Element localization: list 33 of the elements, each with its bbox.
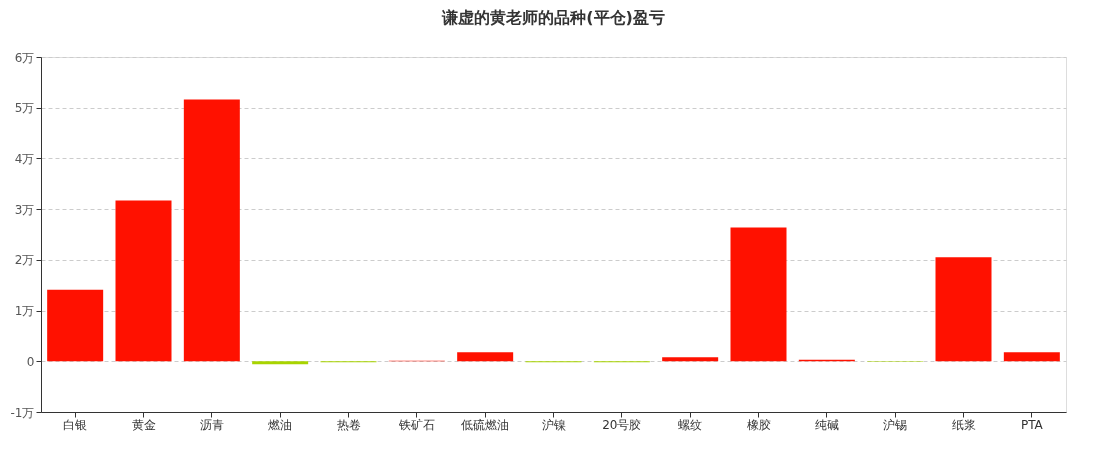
x-tick-label: 20号胶 bbox=[602, 417, 642, 432]
y-tick-label: -1万 bbox=[10, 405, 35, 420]
bar bbox=[457, 352, 514, 362]
bar bbox=[183, 99, 240, 362]
bar bbox=[662, 357, 719, 362]
y-tick-label: 0 bbox=[26, 354, 35, 369]
bar bbox=[935, 257, 992, 362]
x-tick-label: 热卷 bbox=[336, 417, 361, 432]
x-tick-label: 白银 bbox=[63, 417, 88, 432]
x-tick-label: 橡胶 bbox=[746, 417, 771, 432]
bar bbox=[1003, 352, 1060, 362]
x-tick-label: 黄金 bbox=[131, 417, 156, 432]
chart-title: 谦虚的黄老师的品种(平仓)盈亏 bbox=[441, 8, 665, 27]
y-tick-label: 4万 bbox=[14, 151, 35, 166]
y-tick-label: 1万 bbox=[14, 304, 35, 319]
x-tick-label: 螺纹 bbox=[678, 417, 703, 432]
x-tick-label: 低硫燃油 bbox=[461, 417, 510, 432]
bar bbox=[252, 361, 309, 365]
y-tick-label: 2万 bbox=[14, 253, 35, 268]
x-tick-label: 燃油 bbox=[268, 417, 293, 432]
bar bbox=[47, 289, 104, 362]
x-tick-label: 沪镍 bbox=[541, 417, 566, 432]
y-tick-label: 5万 bbox=[14, 101, 35, 116]
bar bbox=[115, 200, 172, 362]
bar bbox=[730, 227, 787, 362]
y-tick-label: 3万 bbox=[14, 202, 35, 217]
x-tick-label: 沪锡 bbox=[883, 417, 908, 432]
x-tick-label: 纯碱 bbox=[814, 417, 839, 432]
x-tick-label: 纸浆 bbox=[951, 417, 976, 432]
x-tick-label: PTA bbox=[1020, 417, 1044, 432]
x-tick-label: 铁矿石 bbox=[397, 417, 435, 432]
x-tick-label: 沥青 bbox=[199, 417, 224, 432]
y-tick-label: 6万 bbox=[14, 50, 35, 65]
